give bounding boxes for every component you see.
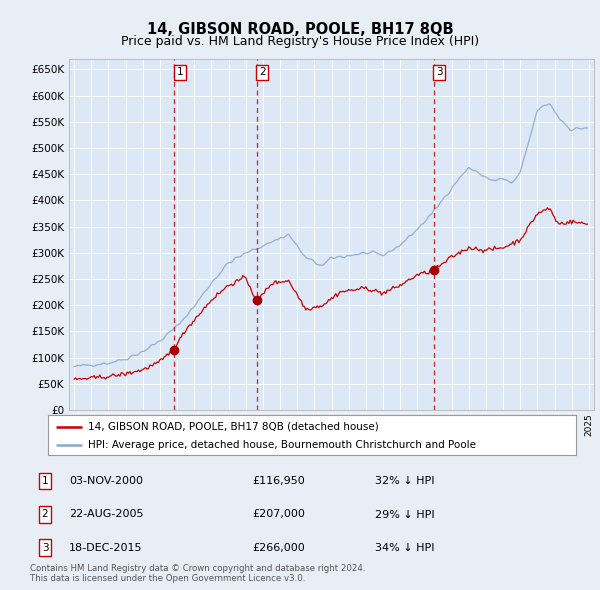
Text: £207,000: £207,000 [252,510,305,519]
Text: £266,000: £266,000 [252,543,305,552]
Text: £116,950: £116,950 [252,476,305,486]
Text: 14, GIBSON ROAD, POOLE, BH17 8QB (detached house): 14, GIBSON ROAD, POOLE, BH17 8QB (detach… [88,422,379,432]
Text: 2: 2 [41,510,49,519]
Text: 2: 2 [259,67,265,77]
Text: 1: 1 [176,67,183,77]
Text: 29% ↓ HPI: 29% ↓ HPI [375,510,434,519]
Text: 14, GIBSON ROAD, POOLE, BH17 8QB: 14, GIBSON ROAD, POOLE, BH17 8QB [146,22,454,37]
Text: Contains HM Land Registry data © Crown copyright and database right 2024.
This d: Contains HM Land Registry data © Crown c… [30,563,365,583]
Text: HPI: Average price, detached house, Bournemouth Christchurch and Poole: HPI: Average price, detached house, Bour… [88,440,476,450]
Text: Price paid vs. HM Land Registry's House Price Index (HPI): Price paid vs. HM Land Registry's House … [121,35,479,48]
Text: 1: 1 [41,476,49,486]
Text: 3: 3 [41,543,49,552]
Text: 03-NOV-2000: 03-NOV-2000 [69,476,143,486]
Text: 32% ↓ HPI: 32% ↓ HPI [375,476,434,486]
Text: 22-AUG-2005: 22-AUG-2005 [69,510,143,519]
Text: 34% ↓ HPI: 34% ↓ HPI [375,543,434,552]
Text: 3: 3 [436,67,442,77]
Text: 18-DEC-2015: 18-DEC-2015 [69,543,143,552]
